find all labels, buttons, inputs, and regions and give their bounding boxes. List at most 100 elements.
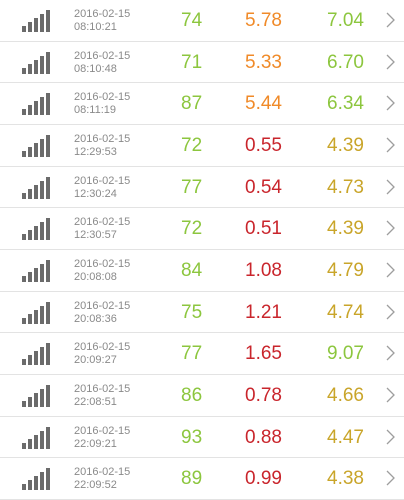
timestamp: 2016-02-15 08:10:21 <box>74 8 130 34</box>
signal-strength-icon <box>22 218 54 241</box>
signal-strength-icon <box>22 51 54 74</box>
signal-strength-icon <box>22 343 54 366</box>
timestamp-date: 2016-02-15 <box>74 8 131 20</box>
timestamp-time: 20:08:08 <box>74 270 117 283</box>
timestamp: 2016-02-15 08:10:48 <box>74 50 130 76</box>
value-2: 5.78 <box>245 10 282 31</box>
timestamp-date: 2016-02-15 <box>74 466 131 479</box>
list-item[interactable]: 2016-02-15 20:08:36 75 1.21 4.74 <box>0 292 404 334</box>
timestamp-time: 22:09:21 <box>74 437 117 450</box>
timestamp-date: 2016-02-15 <box>74 299 131 312</box>
value-2: 5.33 <box>245 51 282 73</box>
timestamp-time: 08:10:48 <box>74 62 117 75</box>
list-item[interactable]: 2016-02-15 20:08:08 84 1.08 4.79 <box>0 250 404 292</box>
chevron-right-icon[interactable] <box>386 178 395 196</box>
value-2: 0.55 <box>245 134 282 156</box>
value-3: 4.39 <box>327 218 364 240</box>
timestamp-time: 22:08:51 <box>74 395 117 408</box>
value-3: 6.70 <box>327 51 364 73</box>
value-3: 4.74 <box>327 301 364 323</box>
timestamp: 2016-02-15 22:09:21 <box>74 425 130 451</box>
chevron-right-icon[interactable] <box>386 386 395 404</box>
signal-strength-icon <box>22 468 54 491</box>
value-1: 84 <box>181 259 203 281</box>
timestamp: 2016-02-15 20:08:36 <box>74 300 130 326</box>
chevron-right-icon[interactable] <box>386 428 395 446</box>
value-3: 7.04 <box>327 10 364 31</box>
list-item[interactable]: 2016-02-15 22:08:51 86 0.78 4.66 <box>0 375 404 417</box>
timestamp-time: 08:10:21 <box>74 21 117 33</box>
value-2: 0.51 <box>245 218 282 240</box>
list-item[interactable]: 2016-02-15 22:09:52 89 0.99 4.38 <box>0 458 404 500</box>
value-3: 9.07 <box>327 343 364 365</box>
chevron-right-icon[interactable] <box>386 136 395 154</box>
value-1: 77 <box>181 343 203 365</box>
timestamp-time: 20:08:36 <box>74 312 117 325</box>
list-item[interactable]: 2016-02-15 12:30:57 72 0.51 4.39 <box>0 208 404 250</box>
list-item[interactable]: 2016-02-15 08:10:48 71 5.33 6.70 <box>0 42 404 84</box>
timestamp: 2016-02-15 20:08:08 <box>74 258 130 284</box>
timestamp-date: 2016-02-15 <box>74 216 131 229</box>
timestamp-time: 12:30:57 <box>74 229 117 242</box>
timestamp-date: 2016-02-15 <box>74 49 131 62</box>
signal-strength-icon <box>22 426 54 449</box>
signal-strength-icon <box>22 384 54 407</box>
value-1: 93 <box>181 426 203 448</box>
timestamp: 2016-02-15 12:30:24 <box>74 175 130 201</box>
signal-strength-icon <box>22 10 54 32</box>
timestamp: 2016-02-15 22:08:51 <box>74 383 130 409</box>
value-2: 5.44 <box>245 93 282 115</box>
value-3: 4.47 <box>327 426 364 448</box>
value-1: 87 <box>181 93 203 115</box>
timestamp: 2016-02-15 12:30:57 <box>74 216 130 242</box>
timestamp-date: 2016-02-15 <box>74 257 131 270</box>
value-3: 4.38 <box>327 468 364 490</box>
list-item[interactable]: 2016-02-15 12:30:24 77 0.54 4.73 <box>0 167 404 209</box>
chevron-right-icon[interactable] <box>386 219 395 237</box>
timestamp-time: 22:09:52 <box>74 479 117 492</box>
value-2: 1.08 <box>245 259 282 281</box>
value-3: 4.39 <box>327 134 364 156</box>
timestamp-time: 20:09:27 <box>74 354 117 367</box>
value-2: 0.54 <box>245 176 282 198</box>
chevron-right-icon[interactable] <box>386 11 395 29</box>
value-2: 0.88 <box>245 426 282 448</box>
chevron-right-icon[interactable] <box>386 94 395 112</box>
timestamp-time: 12:30:24 <box>74 187 117 200</box>
value-2: 1.65 <box>245 343 282 365</box>
timestamp-date: 2016-02-15 <box>74 341 131 354</box>
timestamp-date: 2016-02-15 <box>74 424 131 437</box>
value-1: 77 <box>181 176 203 198</box>
chevron-right-icon[interactable] <box>386 261 395 279</box>
list-item[interactable]: 2016-02-15 22:09:21 93 0.88 4.47 <box>0 417 404 459</box>
timestamp: 2016-02-15 22:09:52 <box>74 466 130 492</box>
timestamp-time: 12:29:53 <box>74 145 117 158</box>
signal-strength-icon <box>22 134 54 157</box>
list-item[interactable]: 2016-02-15 08:10:21 74 5.78 7.04 <box>0 0 404 42</box>
list-item[interactable]: 2016-02-15 20:09:27 77 1.65 9.07 <box>0 333 404 375</box>
chevron-right-icon[interactable] <box>386 53 395 71</box>
value-1: 72 <box>181 134 203 156</box>
signal-strength-icon <box>22 176 54 199</box>
signal-strength-icon <box>22 259 54 282</box>
value-2: 0.99 <box>245 468 282 490</box>
timestamp-date: 2016-02-15 <box>74 132 131 145</box>
signal-strength-icon <box>22 301 54 324</box>
value-3: 4.73 <box>327 176 364 198</box>
timestamp: 2016-02-15 20:09:27 <box>74 341 130 367</box>
chevron-right-icon[interactable] <box>386 344 395 362</box>
signal-strength-icon <box>22 93 54 116</box>
chevron-right-icon[interactable] <box>386 469 395 487</box>
value-1: 72 <box>181 218 203 240</box>
timestamp-date: 2016-02-15 <box>74 174 131 187</box>
timestamp: 2016-02-15 08:11:19 <box>74 91 130 117</box>
value-1: 89 <box>181 468 203 490</box>
list-item[interactable]: 2016-02-15 08:11:19 87 5.44 6.34 <box>0 83 404 125</box>
value-2: 1.21 <box>245 301 282 323</box>
chevron-right-icon[interactable] <box>386 303 395 321</box>
list-item[interactable]: 2016-02-15 12:29:53 72 0.55 4.39 <box>0 125 404 167</box>
value-2: 0.78 <box>245 384 282 406</box>
value-1: 71 <box>181 51 203 73</box>
value-1: 74 <box>181 10 203 31</box>
